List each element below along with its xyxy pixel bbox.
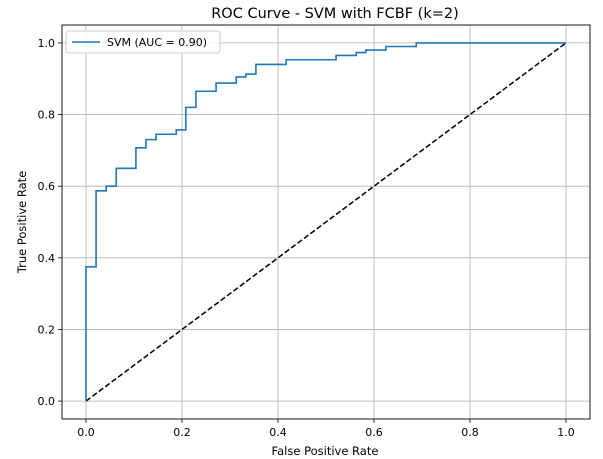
x-tick-label: 0.6 xyxy=(365,426,383,439)
x-tick-label: 0.0 xyxy=(77,426,95,439)
legend: SVM (AUC = 0.90) xyxy=(65,30,221,54)
chart-title: ROC Curve - SVM with FCBF (k=2) xyxy=(211,6,459,22)
y-tick-label: 0.4 xyxy=(38,252,56,265)
y-tick-label: 0.8 xyxy=(38,109,56,122)
legend-entry-svm: SVM (AUC = 0.90) xyxy=(107,36,207,49)
axis-ticks: 0.0 0.2 0.4 0.6 0.8 1.0 0.0 0.2 0.4 0.6 0.8 1.0 xyxy=(38,37,575,439)
axes-frame xyxy=(61,24,591,420)
y-tick-label: 0.6 xyxy=(38,180,56,193)
x-tick-label: 1.0 xyxy=(557,426,575,439)
y-axis-label: True Positive Rate xyxy=(15,171,29,274)
y-tick-label: 1.0 xyxy=(38,37,56,50)
svm-roc-line xyxy=(85,42,566,402)
x-axis-label: False Positive Rate xyxy=(272,444,379,458)
x-tick-label: 0.2 xyxy=(173,426,191,439)
y-tick-label: 0.0 xyxy=(38,395,56,408)
x-tick-label: 0.4 xyxy=(269,426,287,439)
legend-box xyxy=(65,30,221,54)
x-tick-label: 0.8 xyxy=(461,426,479,439)
plot-series xyxy=(85,42,567,402)
chance-diagonal-line xyxy=(85,42,567,402)
y-tick-label: 0.2 xyxy=(38,323,56,336)
